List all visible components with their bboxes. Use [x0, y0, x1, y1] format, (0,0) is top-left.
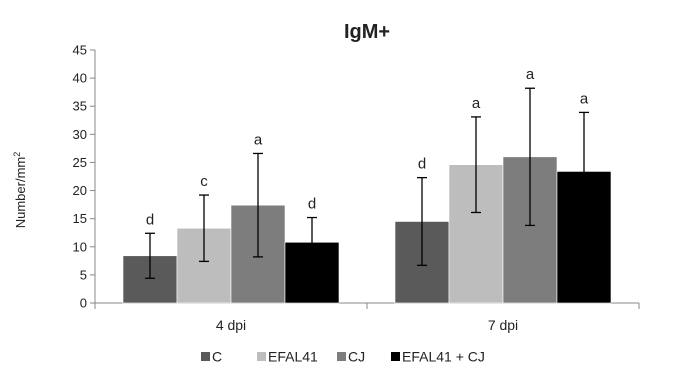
- y-tick-label: 25: [73, 155, 87, 170]
- y-tick-label: 45: [73, 43, 87, 58]
- bars: [122, 156, 612, 304]
- y-tick-label: 15: [73, 211, 87, 226]
- y-tick-label: 35: [73, 99, 87, 114]
- y-tick-label: 0: [80, 296, 87, 311]
- significance-label: d: [308, 196, 316, 213]
- legend-label: CJ: [348, 349, 365, 365]
- x-tick-label: 4 dpi: [216, 317, 246, 333]
- chart-title: IgM+: [344, 21, 390, 43]
- legend-swatch: [391, 352, 400, 361]
- legend-swatch: [257, 352, 266, 361]
- significance-label: a: [580, 90, 589, 107]
- y-axis-label: Number/mm2: [12, 152, 28, 229]
- x-ticks: 4 dpi 7 dpi: [94, 303, 640, 333]
- significance-label: a: [254, 131, 263, 148]
- y-tick-label: 30: [73, 127, 87, 142]
- x-tick-label: 7 dpi: [488, 317, 518, 333]
- y-axis-label-superscript: 2: [12, 152, 22, 157]
- legend-swatch: [337, 352, 346, 361]
- legend-label: C: [212, 349, 222, 365]
- legend-label: EFAL41: [268, 349, 318, 365]
- significance-label: d: [146, 211, 154, 228]
- significance-label: c: [200, 173, 208, 190]
- significance-labels: d c a d d a a a: [146, 66, 589, 228]
- error-bars: [145, 87, 589, 279]
- legend-swatch: [201, 352, 210, 361]
- legend-label: EFAL41 + CJ: [402, 349, 485, 365]
- y-tick-label: 10: [73, 239, 87, 254]
- significance-label: d: [418, 156, 426, 173]
- significance-label: a: [526, 66, 535, 83]
- y-tick-label: 40: [73, 71, 87, 86]
- y-tick-label: 5: [80, 267, 87, 282]
- y-axis-label-main: Number/mm: [13, 157, 28, 229]
- y-ticks: 0 5 10 15 20 25 30 35 40 45: [73, 43, 95, 311]
- legend: C EFAL41 CJ EFAL41 + CJ: [201, 349, 485, 365]
- y-tick-label: 20: [73, 183, 87, 198]
- significance-label: a: [472, 95, 481, 112]
